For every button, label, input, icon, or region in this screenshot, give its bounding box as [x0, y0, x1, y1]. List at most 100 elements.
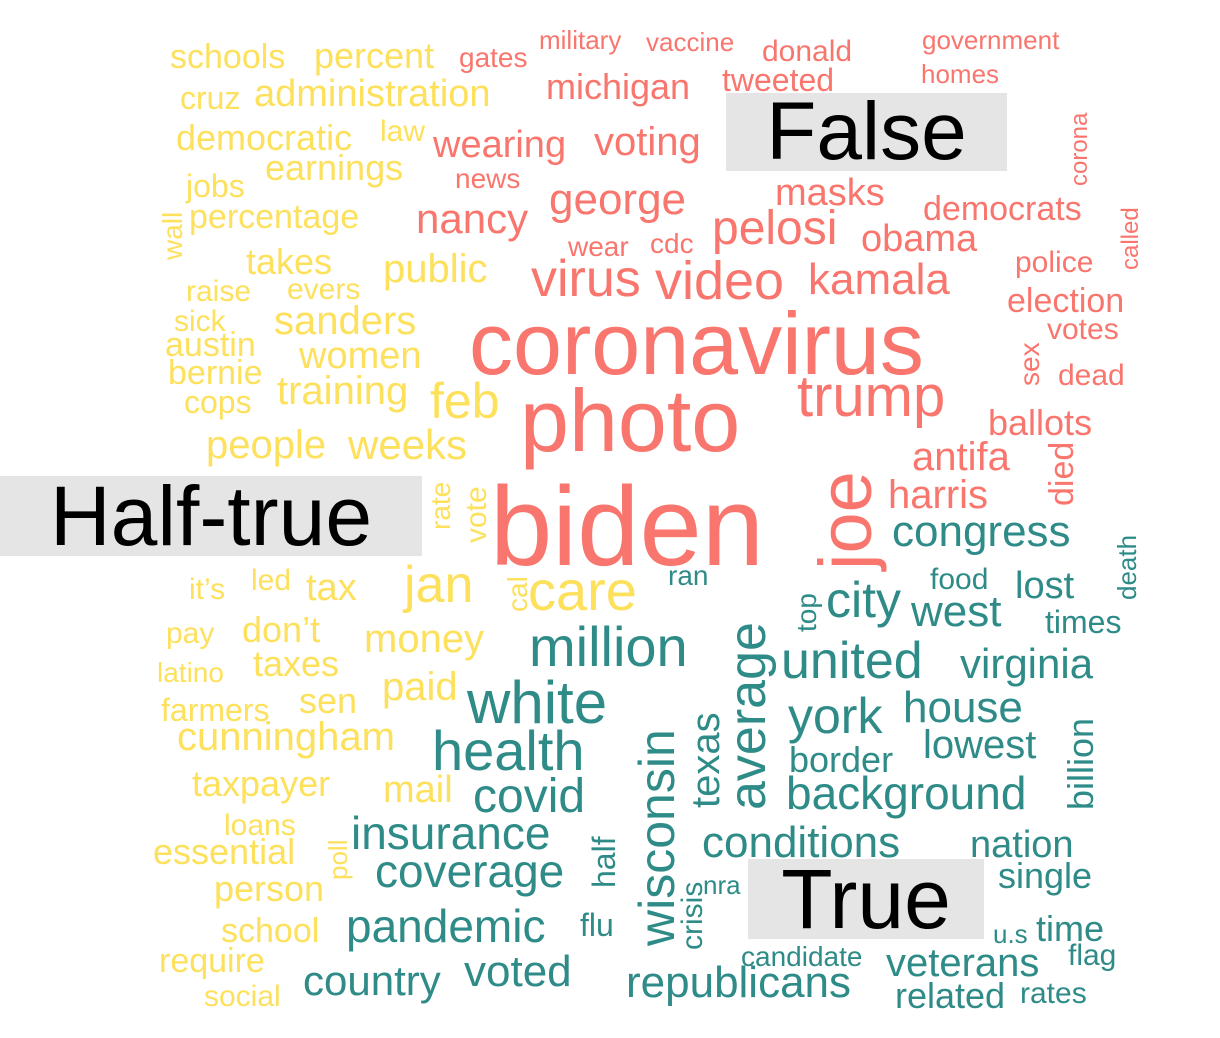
word-true-insurance: insurance — [351, 807, 551, 860]
word-false-police: police — [1015, 246, 1094, 280]
word-half-true-percentage: percentage — [189, 198, 360, 237]
word-false-called: called — [1116, 207, 1144, 270]
word-false-gates: gates — [459, 42, 528, 74]
word-true-related: related — [895, 975, 1006, 1017]
word-true-city: city — [826, 572, 901, 628]
word-false-ballots: ballots — [988, 402, 1093, 444]
word-true-death: death — [1111, 534, 1142, 600]
word-half-true-vote: vote — [459, 486, 493, 543]
word-false-wear: wear — [568, 231, 629, 263]
word-false-tweeted: tweeted — [722, 61, 835, 98]
word-false-kamala: kamala — [808, 254, 950, 304]
word-half-true-it-s: it’s — [189, 573, 226, 607]
word-false-government: government — [922, 24, 1060, 55]
word-half-true-taxpayer: taxpayer — [192, 763, 331, 805]
word-half-true-don-t: don’t — [242, 609, 321, 651]
word-half-true-tax: tax — [306, 566, 357, 609]
word-true-republicans: republicans — [626, 957, 852, 1007]
word-true-texas: texas — [684, 712, 728, 808]
word-true-flag: flag — [1068, 939, 1117, 973]
word-true-ran: ran — [668, 560, 709, 592]
word-half-true-democratic: democratic — [176, 117, 353, 159]
word-false-video: video — [655, 250, 785, 311]
word-false-george: george — [549, 174, 687, 224]
word-half-true-public: public — [383, 247, 488, 292]
word-true-u-s: u.s — [993, 918, 1028, 949]
word-half-true-mail: mail — [383, 768, 453, 811]
word-false-wearing: wearing — [433, 123, 567, 166]
word-half-true-administration: administration — [254, 72, 491, 115]
word-false-donald: donald — [762, 35, 853, 69]
word-half-true-evers: evers — [287, 273, 361, 307]
word-false-vaccine: vaccine — [646, 26, 735, 57]
word-half-true-sick: sick — [174, 305, 226, 339]
word-half-true-taxes: taxes — [253, 643, 340, 685]
word-half-true-person: person — [214, 868, 325, 910]
word-half-true-care: care — [528, 559, 637, 623]
word-half-true-cops: cops — [184, 383, 252, 420]
word-half-true-weeks: weeks — [348, 420, 468, 468]
word-true-west: west — [911, 586, 1002, 636]
word-false-joe: joe — [804, 471, 888, 570]
word-true-nra: nra — [703, 869, 741, 900]
word-true-border: border — [789, 739, 894, 781]
word-true-united: united — [781, 632, 923, 691]
word-true-top: top — [791, 593, 823, 632]
word-half-true-cunningham: cunningham — [177, 715, 395, 760]
word-false-photo: photo — [520, 370, 741, 470]
word-true-veterans: veterans — [886, 941, 1040, 986]
word-half-true-earnings: earnings — [265, 147, 404, 189]
word-false-harris: harris — [888, 473, 989, 518]
word-false-michigan: michigan — [546, 66, 691, 108]
word-half-true-percent: percent — [314, 35, 435, 77]
word-true-lowest: lowest — [923, 723, 1037, 768]
word-true-single: single — [998, 855, 1093, 897]
word-false-trump: trump — [797, 364, 946, 430]
word-half-true-training: training — [277, 369, 409, 414]
word-true-times: times — [1045, 603, 1122, 640]
word-half-true-sen: sen — [299, 680, 358, 722]
word-half-true-led: led — [251, 564, 292, 598]
word-half-true-paid: paid — [382, 665, 458, 710]
word-false-corona: corona — [1065, 112, 1093, 186]
group-label-false: False — [726, 91, 1007, 173]
word-half-true-feb: feb — [430, 373, 500, 429]
word-half-true-people: people — [206, 423, 327, 468]
word-half-true-poll: poll — [322, 839, 353, 880]
word-true-food: food — [930, 563, 989, 597]
group-label-true: True — [748, 857, 984, 941]
word-true-virginia: virginia — [960, 639, 1094, 687]
word-half-true-law: law — [380, 115, 426, 149]
word-true-pandemic: pandemic — [346, 900, 546, 953]
word-true-covid: covid — [473, 769, 586, 823]
word-true-wisconsin: wisconsin — [628, 729, 685, 946]
word-half-true-essential: essential — [153, 831, 296, 873]
word-true-billion: billion — [1060, 717, 1102, 810]
word-false-votes: votes — [1047, 313, 1119, 347]
word-true-million: million — [529, 615, 688, 679]
word-half-true-money: money — [364, 617, 485, 662]
word-false-election: election — [1007, 282, 1125, 321]
word-true-background: background — [786, 767, 1027, 820]
word-half-true-wall: wall — [157, 211, 189, 260]
word-true-conditions: conditions — [702, 817, 901, 867]
word-false-homes: homes — [921, 58, 1000, 89]
word-false-pelosi: pelosi — [712, 201, 838, 255]
word-half-true-women: women — [299, 334, 422, 377]
word-true-york: york — [788, 688, 883, 744]
word-false-military: military — [539, 24, 622, 55]
word-false-democrats: democrats — [923, 190, 1082, 229]
word-half-true-school: school — [221, 912, 320, 951]
word-false-biden: biden — [490, 464, 765, 590]
word-false-virus: virus — [531, 250, 641, 309]
word-half-true-social: social — [204, 980, 281, 1014]
word-false-masks: masks — [775, 171, 885, 214]
word-false-dead: dead — [1058, 359, 1125, 393]
word-half-true-austin: austin — [165, 326, 256, 365]
word-false-coronavirus: coronavirus — [469, 293, 924, 393]
word-half-true-farmers: farmers — [161, 691, 270, 728]
word-half-true-sanders: sanders — [274, 299, 417, 344]
word-true-voted: voted — [464, 946, 572, 996]
word-half-true-jobs: jobs — [186, 167, 245, 204]
word-false-nancy: nancy — [416, 194, 529, 242]
